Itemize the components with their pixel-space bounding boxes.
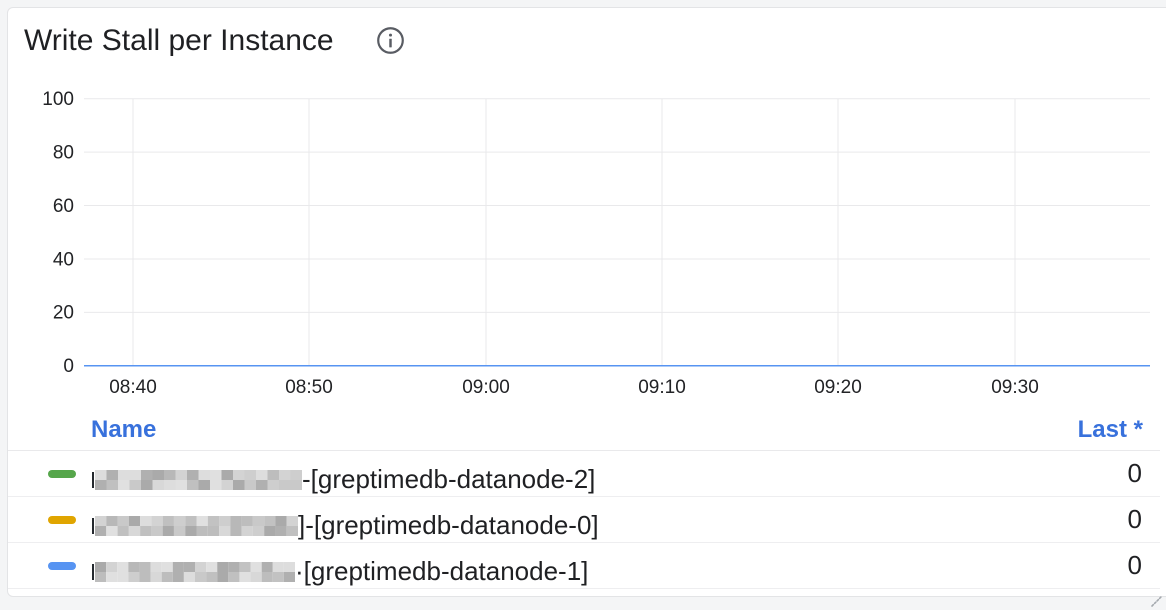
svg-text:09:10: 09:10	[638, 377, 686, 398]
svg-text:0: 0	[63, 356, 74, 377]
svg-text:40: 40	[53, 249, 74, 270]
svg-text:08:50: 08:50	[285, 377, 333, 398]
svg-text:20: 20	[53, 303, 74, 324]
svg-text:60: 60	[53, 196, 74, 217]
svg-text:08:40: 08:40	[109, 377, 157, 398]
svg-text:80: 80	[53, 142, 74, 163]
svg-text:09:20: 09:20	[814, 377, 862, 398]
svg-text:09:00: 09:00	[462, 377, 510, 398]
svg-text:09:30: 09:30	[991, 377, 1039, 398]
svg-text:100: 100	[42, 89, 74, 110]
